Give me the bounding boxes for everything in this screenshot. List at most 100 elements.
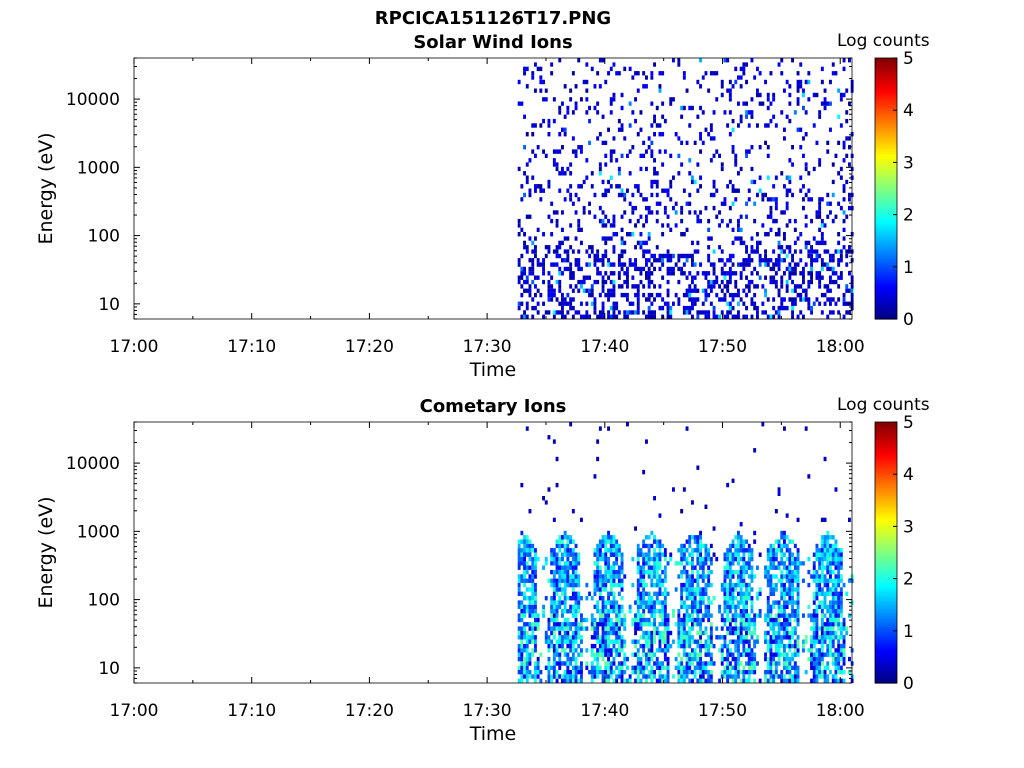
heatmap-cell (750, 661, 754, 666)
heatmap-cell (723, 656, 727, 662)
heatmap-cell (577, 262, 581, 267)
heatmap-cell (818, 214, 822, 219)
heatmap-cell (831, 253, 835, 259)
heatmap-cell (580, 665, 583, 670)
heatmap-cell (737, 674, 740, 679)
heatmap-cell (523, 609, 526, 614)
heatmap-cell (636, 556, 640, 562)
heatmap-cell (731, 543, 735, 549)
heatmap-cell (552, 262, 556, 267)
heatmap-cell (663, 613, 667, 618)
heatmap-cell (580, 622, 583, 627)
heatmap-cell (542, 266, 545, 272)
heatmap-cell (612, 271, 616, 276)
heatmap-cell (563, 582, 567, 588)
heatmap-cell (734, 188, 738, 193)
heatmap-cell (612, 305, 616, 311)
heatmap-cell (745, 565, 748, 570)
colorbar-segment (875, 474, 897, 477)
heatmap-cell (617, 613, 621, 618)
heatmap-cell (834, 539, 838, 544)
heatmap-cell (753, 201, 757, 206)
heatmap-cell (574, 258, 578, 263)
heatmap-cell (534, 236, 537, 241)
heatmap-cell (774, 582, 778, 588)
heatmap-cell (558, 266, 562, 272)
heatmap-cell (666, 310, 670, 315)
heatmap-cell (772, 556, 776, 562)
y-tick-label: 10000 (66, 454, 120, 474)
colorbar-segment (875, 485, 897, 488)
heatmap-cell (634, 184, 637, 189)
heatmap-cell (685, 539, 689, 544)
heatmap-cell (737, 626, 740, 631)
heatmap-cell (609, 314, 613, 319)
colorbar-segment (875, 286, 897, 290)
heatmap-cell (793, 569, 797, 575)
heatmap-cell (601, 648, 605, 653)
heatmap-cell (715, 71, 719, 76)
colorbar-segment (875, 251, 897, 255)
heatmap-cell (566, 292, 570, 298)
heatmap-cell (566, 674, 570, 679)
heatmap-cell (653, 539, 656, 544)
heatmap-cell (577, 249, 581, 254)
heatmap-cell (839, 609, 843, 614)
heatmap-cell (517, 600, 521, 605)
heatmap-cell (520, 292, 524, 298)
heatmap-cell (791, 258, 794, 263)
heatmap-cell (728, 266, 732, 272)
heatmap-cell (547, 297, 551, 302)
heatmap-cell (528, 635, 532, 640)
heatmap-cell (693, 565, 697, 570)
heatmap-cell (626, 314, 629, 319)
heatmap-cell (596, 258, 600, 263)
heatmap-cell (712, 192, 716, 198)
heatmap-cell (604, 635, 608, 640)
heatmap-cell (598, 587, 602, 592)
heatmap-cell (680, 556, 684, 562)
heatmap-cell (601, 284, 605, 289)
colorbar-segment (875, 617, 897, 621)
heatmap-cell (677, 62, 681, 67)
heatmap-cell (585, 158, 589, 163)
colorbar-segment (875, 121, 897, 124)
heatmap-cell (834, 652, 838, 657)
heatmap-cell (834, 670, 838, 675)
heatmap-cell (609, 535, 613, 540)
heatmap-cell (810, 266, 813, 272)
heatmap-cell (688, 539, 692, 544)
heatmap-cell (745, 62, 748, 67)
heatmap-cell (834, 556, 838, 562)
heatmap-cell (561, 569, 564, 575)
heatmap-cell (728, 569, 732, 575)
heatmap-cell (607, 561, 610, 566)
heatmap-cell (623, 656, 627, 662)
heatmap-cell (620, 609, 624, 614)
heatmap-cell (574, 556, 578, 562)
heatmap-cell (696, 249, 700, 254)
heatmap-cell (598, 171, 602, 176)
heatmap-cell (785, 114, 789, 119)
heatmap-cell (783, 236, 786, 241)
heatmap-cell (745, 652, 748, 657)
heatmap-cell (523, 674, 526, 679)
heatmap-cell (780, 249, 784, 254)
heatmap-cell (666, 292, 670, 298)
heatmap-cell (793, 674, 797, 679)
heatmap-cell (823, 596, 827, 601)
heatmap-cell (815, 578, 819, 583)
heatmap-cell (623, 66, 627, 72)
heatmap-cell (807, 613, 811, 618)
heatmap-cell (620, 587, 624, 592)
heatmap-cell (831, 310, 835, 315)
heatmap-cell (558, 543, 562, 549)
heatmap-cell (531, 556, 535, 562)
heatmap-cell (607, 539, 610, 544)
heatmap-cell (647, 210, 651, 215)
heatmap-cell (647, 574, 651, 579)
heatmap-cell (845, 153, 849, 158)
heatmap-cell (726, 482, 730, 488)
heatmap-cell (596, 253, 600, 259)
heatmap-cell (517, 617, 521, 623)
